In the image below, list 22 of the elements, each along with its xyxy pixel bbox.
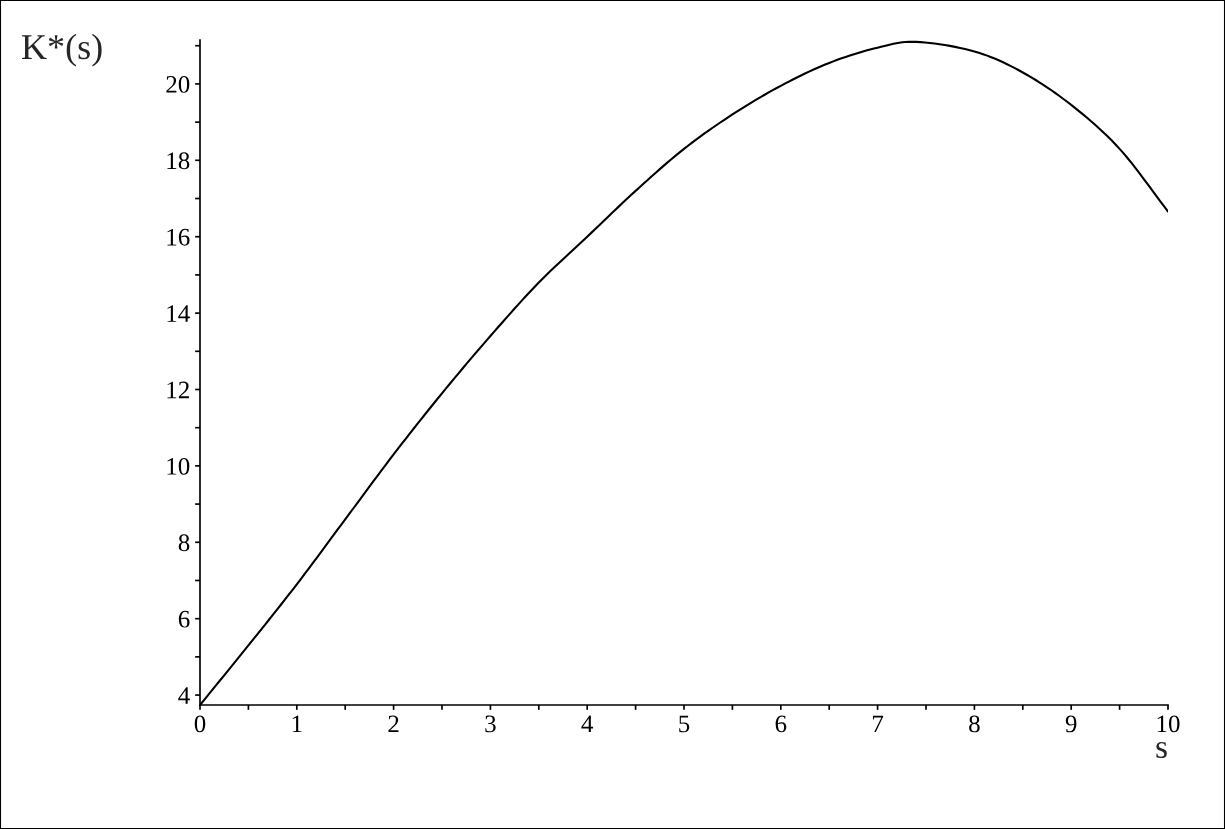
y-tick-label: 8: [178, 534, 190, 552]
x-tick-label: 0: [194, 715, 206, 733]
y-tick-label: 4: [178, 687, 190, 704]
y-axis-title: K*(s): [22, 33, 102, 67]
x-tick-label: 1: [292, 715, 302, 733]
x-tick-label: 3: [485, 715, 496, 733]
x-tick-label: 2: [388, 715, 399, 733]
y-tick-label: 12: [167, 381, 189, 399]
y-tick-label: 16: [167, 228, 190, 246]
x-tick-label: 6: [775, 715, 787, 733]
x-axis-title: s: [1156, 742, 1167, 759]
x-tick-label: 8: [969, 715, 980, 733]
x-tick-label: 7: [873, 715, 884, 733]
y-tick-label: 14: [167, 305, 190, 322]
y-tick-label: 20: [166, 75, 190, 93]
y-tick-label: 10: [167, 457, 190, 475]
x-tick-label: 9: [1065, 715, 1077, 733]
x-tick-label: 4: [581, 715, 594, 733]
x-tick-label: 5: [679, 715, 690, 733]
y-tick-label: 18: [167, 152, 190, 170]
x-tick-label: 10: [1157, 715, 1180, 733]
y-tick-label: 6: [178, 610, 190, 628]
